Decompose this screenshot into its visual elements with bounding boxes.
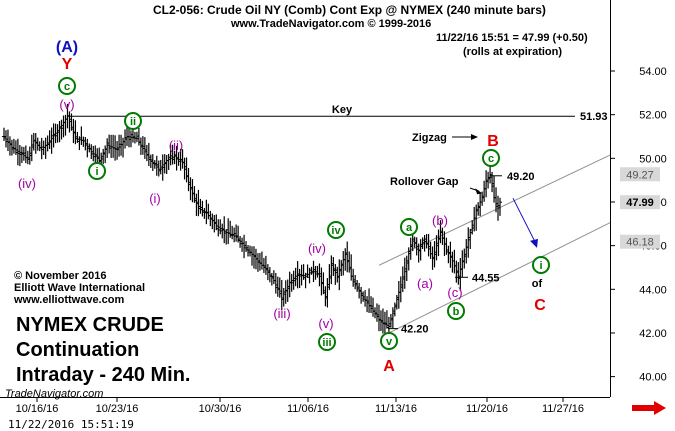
copyright-line: www.TradeNavigator.com © 1999-2016 — [231, 18, 432, 30]
rollover-gap-arrow-head — [475, 188, 483, 195]
wave-label: c — [488, 153, 494, 165]
x-tick-label: 11/13/16 — [375, 403, 417, 415]
market-title-line: NYMEX CRUDE — [16, 314, 164, 336]
wave-label: (b) — [432, 213, 448, 228]
last-quote: 11/22/16 15:51 = 47.99 (+0.50) — [436, 32, 588, 44]
projection-arrow-head — [530, 238, 538, 248]
key-level: Key 51.93 — [67, 104, 608, 123]
wave-circle — [380, 332, 398, 350]
projection-arrow-line — [512, 197, 536, 243]
wave-circle — [58, 77, 76, 95]
scroll-right-arrow-icon[interactable] — [632, 401, 666, 415]
wave-circle — [400, 218, 418, 236]
y-tick-label: 42.00 — [639, 328, 667, 340]
wave-label: (v) — [59, 97, 74, 112]
rollover-gap-label: Rollover Gap — [390, 176, 459, 188]
wave-label: iii — [322, 337, 331, 349]
x-tick-label: 10/23/16 — [96, 403, 139, 415]
wave-circle — [318, 333, 336, 351]
key-level-label: Key — [332, 104, 353, 116]
price-label: 42.20 — [401, 324, 429, 336]
ewi-line: Elliott Wave International — [14, 282, 145, 294]
rolls-note: (rolls at expiration) — [463, 46, 563, 58]
wave-circle — [447, 302, 465, 320]
x-tick-label: 10/16/16 — [16, 403, 59, 415]
timestamp: 11/22/2016 15:51:19 — [8, 418, 134, 431]
x-axis-ticks: 10/16/16 10/23/16 10/30/16 11/06/16 11/13/16… — [16, 397, 584, 415]
channel-upper-line — [378, 154, 611, 266]
ewi-line: www.elliottwave.com — [14, 294, 125, 306]
price-tag-box — [620, 195, 660, 210]
wave-label: (iv) — [308, 241, 326, 256]
zigzag-label: Zigzag — [412, 132, 447, 144]
market-title: NYMEX CRUDE Continuation Intraday - 240 … — [16, 313, 191, 388]
wave-label: (a) — [417, 276, 433, 291]
wave-label: b — [453, 306, 460, 318]
arrow-shape[interactable] — [632, 401, 666, 415]
y-tick-label: 40.00 — [639, 372, 667, 384]
time-axis-panel — [0, 397, 675, 431]
price-bars — [2, 103, 502, 341]
wave-label: c — [64, 81, 70, 93]
wave-label: v — [386, 336, 393, 348]
wave-label: iv — [331, 225, 341, 237]
wave-label: i — [539, 260, 542, 272]
wave-label: (ii) — [169, 138, 183, 153]
key-level-value: 51.93 — [580, 111, 608, 123]
price-tag-label: 46.18 — [626, 237, 654, 249]
ewi-line: © November 2016 — [14, 270, 107, 282]
wave-label: (v) — [318, 316, 333, 331]
of-label: of — [532, 278, 543, 290]
wave-circle — [88, 162, 106, 180]
ewi-credit: © November 2016 Elliott Wave Internation… — [14, 270, 145, 306]
chart-title: CL2-056: Crude Oil NY (Comb) Cont Exp @ … — [153, 3, 546, 17]
wave-label: C — [534, 297, 546, 314]
wave-label: i — [95, 166, 98, 178]
wave-circle — [532, 256, 550, 274]
price-tag-box — [620, 234, 660, 249]
x-tick-label: 10/30/16 — [199, 403, 242, 415]
zigzag-arrow-head — [471, 134, 478, 140]
plot-area — [0, 0, 610, 397]
price-tag-box — [620, 167, 660, 182]
wave-label: B — [487, 133, 499, 150]
wave-circle — [327, 221, 345, 239]
y-tick-label: 50.00 — [639, 153, 667, 165]
y-tick-label: 44.00 — [639, 284, 667, 296]
wave-label: (A) — [56, 39, 78, 56]
wave-label: (iii) — [273, 306, 290, 321]
annotations: Zigzag Rollover Gap of 49.20 44.55 42.20 — [388, 132, 543, 336]
x-tick-label: 11/06/16 — [287, 403, 329, 415]
market-title-line: Continuation — [16, 339, 140, 361]
x-tick-label: 11/20/16 — [466, 403, 508, 415]
y-tick-label: 54.00 — [639, 66, 667, 78]
price-tags: 49.27 47.99 46.18 — [620, 167, 660, 249]
wave-label: ii — [130, 116, 136, 128]
price-tag-label: 49.27 — [626, 169, 654, 181]
wave-label: (c) — [447, 285, 462, 300]
wave-label: A — [383, 358, 395, 375]
wave-labels: (A)Yc (v) ii (iv) i (ii) (i) (iii) iv (iv) (v) iii v… — [18, 39, 550, 375]
wave-label: a — [406, 222, 413, 234]
x-tick-label: 11/27/16 — [542, 403, 584, 415]
trend-channel — [378, 154, 611, 334]
y-tick-label: 52.00 — [639, 110, 667, 122]
wave-circle — [124, 112, 142, 130]
channel-lower-line — [388, 222, 611, 334]
wave-label: (i) — [149, 191, 161, 206]
wave-label: (iv) — [18, 176, 36, 191]
trade-navigator-logo: TradeNavigator.com — [5, 388, 104, 400]
wave-label: Y — [62, 56, 73, 73]
wave-circle — [482, 149, 500, 167]
market-title-line: Intraday - 240 Min. — [16, 364, 191, 386]
price-tag-label: 47.99 — [626, 197, 654, 209]
price-label: 44.55 — [472, 272, 500, 284]
price-label: 49.20 — [507, 171, 535, 183]
